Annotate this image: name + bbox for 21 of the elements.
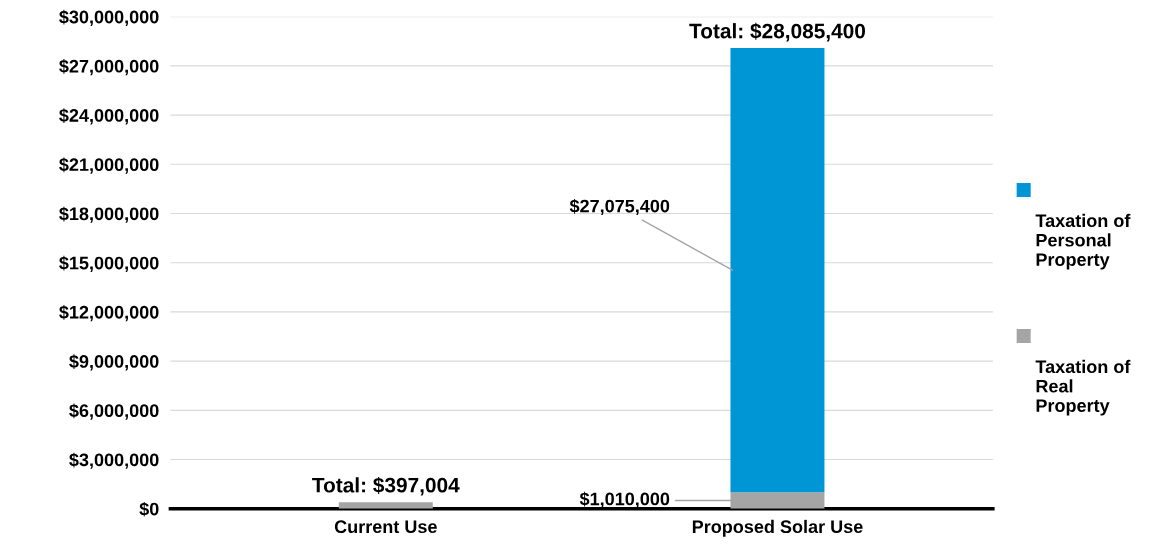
- bar: [338, 502, 433, 509]
- x-tick-label: Proposed Solar Use: [692, 519, 863, 537]
- y-tick-label: $12,000,000: [59, 305, 159, 322]
- total-label: Total: $28,085,400: [689, 22, 866, 42]
- data-label: $1,010,000: [579, 491, 670, 508]
- y-tick-label: $21,000,000: [59, 157, 159, 174]
- y-tick-label: $15,000,000: [59, 255, 159, 273]
- y-tick-label: $18,000,000: [59, 206, 159, 223]
- y-tick-label: $0: [139, 501, 159, 517]
- y-tick-label: $3,000,000: [69, 452, 159, 469]
- legend-label: Taxation of Personal Property: [1035, 213, 1131, 270]
- bar: [730, 48, 825, 493]
- y-tick-label: $30,000,000: [59, 9, 159, 27]
- legend-label: Taxation of Real Property: [1035, 359, 1131, 416]
- x-tick-label: Current Use: [334, 520, 437, 534]
- data-label: $27,075,400: [569, 198, 670, 216]
- y-tick-label: $9,000,000: [69, 354, 159, 371]
- y-tick-label: $6,000,000: [69, 403, 159, 420]
- y-tick-label: $27,000,000: [59, 59, 159, 76]
- y-tick-label: $24,000,000: [59, 108, 159, 125]
- total-label: Total: $397,004: [312, 476, 460, 496]
